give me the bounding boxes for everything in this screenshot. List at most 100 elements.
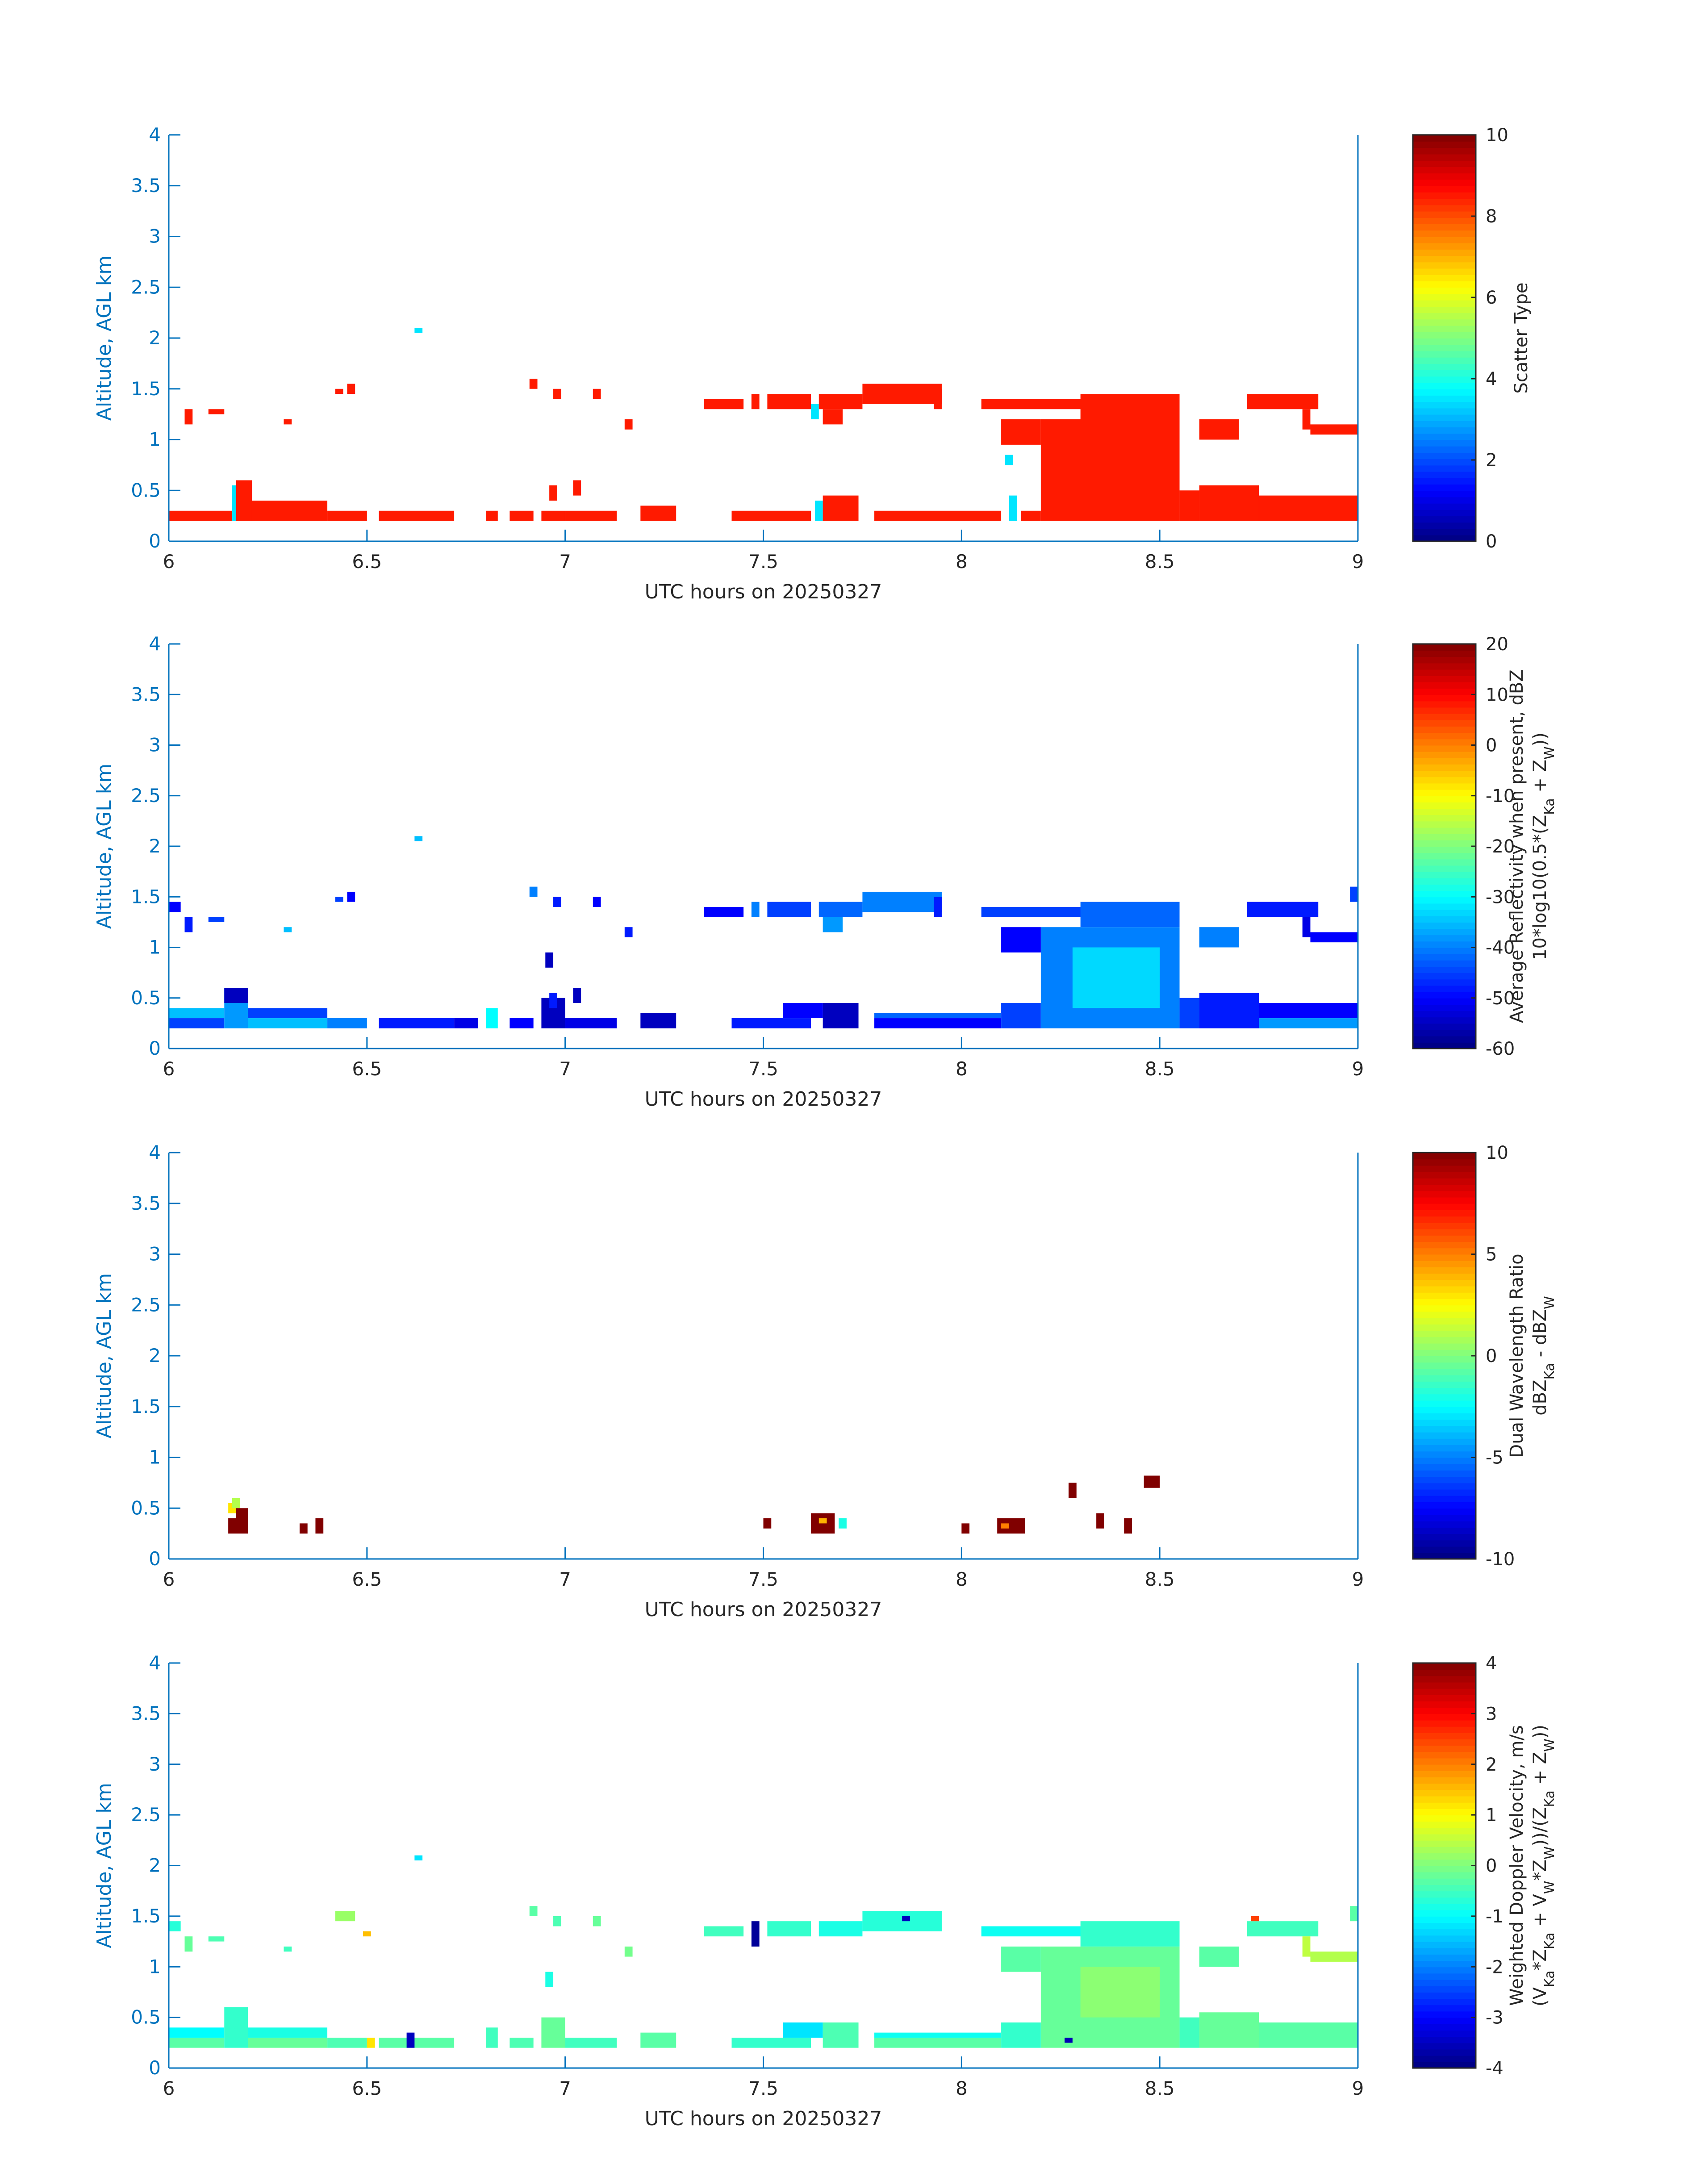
heatmap-cell — [224, 2007, 248, 2048]
colorbar-tick-label: 0 — [1486, 531, 1497, 552]
colorbar-segment — [1413, 1891, 1476, 1898]
colorbar-segment — [1413, 408, 1476, 415]
colorbar-segment — [1413, 1324, 1476, 1331]
heatmap-cell — [624, 927, 633, 937]
colorbar-segment — [1413, 707, 1476, 714]
x-tick-label: 6 — [163, 1058, 175, 1080]
y-tick-label: 2 — [149, 835, 161, 857]
y-axis-label: Altitude, AGL km — [93, 1273, 116, 1438]
colorbar-label: Weighted Doppler Velocity, m/s — [1507, 1725, 1527, 2006]
colorbar-segment — [1413, 141, 1476, 148]
heatmap-cell — [751, 394, 760, 409]
colorbar-label-subscript: Ka — [1542, 1790, 1558, 1807]
heatmap-cell — [1001, 1003, 1041, 1028]
heatmap-cell — [379, 1018, 455, 1028]
heatmap-cell — [208, 917, 225, 922]
colorbar-segment — [1413, 1495, 1476, 1503]
heatmap-cell — [819, 394, 863, 409]
colorbar-segment — [1413, 675, 1476, 682]
heatmap-cell — [862, 891, 942, 912]
colorbar-segment — [1413, 897, 1476, 904]
colorbar-segment — [1413, 1368, 1476, 1375]
colorbar-segment — [1413, 1682, 1476, 1689]
heatmap-cell — [862, 384, 942, 404]
x-tick-label: 8.5 — [1145, 2077, 1175, 2099]
x-tick-label: 8 — [956, 1058, 968, 1080]
heatmap-cell — [529, 379, 538, 389]
colorbar-segment — [1413, 852, 1476, 860]
y-tick-label: 0 — [149, 2057, 161, 2079]
colorbar-segment — [1413, 1445, 1476, 1452]
panel-4: 6 6.5 7 7.5 8 8.5 9 0 0.5 1 1.5 2 2.5 3 3.5 4 UTC hours … — [93, 1652, 1558, 2130]
colorbar-segment — [1413, 1802, 1476, 1809]
colorbar-segment — [1413, 439, 1476, 447]
colorbar-tick-label: 4 — [1486, 1653, 1497, 1674]
x-tick-label: 6 — [163, 1568, 175, 1590]
heatmap-cell — [169, 1008, 225, 1019]
colorbar-segment — [1413, 1235, 1476, 1242]
colorbar-segment — [1413, 1203, 1476, 1210]
colorbar-segment — [1413, 928, 1476, 936]
heatmap-cell — [1080, 1967, 1160, 2018]
x-tick-label: 8.5 — [1145, 1058, 1175, 1080]
heatmap-cell — [208, 1936, 225, 1942]
heatmap-cell — [839, 1518, 847, 1529]
colorbar-tick-label: 10 — [1486, 125, 1508, 146]
heatmap-cell — [1199, 419, 1239, 440]
colorbar-label-subscript: W — [1542, 1738, 1558, 1752]
colorbar-label: dBZKa - dBZW — [1530, 1296, 1558, 1416]
colorbar-segment — [1413, 840, 1476, 847]
colorbar-segment — [1413, 2061, 1476, 2068]
colorbar-segment — [1413, 230, 1476, 237]
heatmap-cell — [874, 1013, 1002, 1019]
colorbar-segment — [1413, 262, 1476, 269]
colorbar-segment — [1413, 1903, 1476, 1910]
colorbar-segment — [1413, 681, 1476, 689]
colorbar-segment — [1413, 173, 1476, 180]
colorbar-segment — [1413, 1821, 1476, 1828]
colorbar-segment — [1413, 960, 1476, 967]
heatmap-cell — [486, 1008, 498, 1028]
colorbar-tick-label: 0 — [1486, 735, 1497, 756]
x-tick-label: 8.5 — [1145, 551, 1175, 572]
colorbar-segment — [1413, 205, 1476, 212]
colorbar-label-text: Weighted Doppler Velocity, m/s — [1507, 1725, 1527, 2006]
y-tick-label: 0 — [149, 1037, 161, 1059]
colorbar-segment — [1413, 351, 1476, 358]
colorbar-segment — [1413, 1815, 1476, 1822]
heatmap-cell — [367, 2037, 375, 2048]
heatmap-cell — [553, 389, 561, 399]
colorbar-segment — [1413, 465, 1476, 472]
x-tick-label: 7.5 — [748, 2077, 778, 2099]
heatmap-cell — [565, 1018, 617, 1028]
colorbar-segment — [1413, 1260, 1476, 1267]
colorbar-segment — [1413, 281, 1476, 288]
colorbar-segment — [1413, 1929, 1476, 1936]
heatmap-cell — [347, 891, 355, 902]
colorbar-label: Scatter Type — [1511, 283, 1532, 394]
heatmap-cell — [1179, 2017, 1199, 2048]
heatmap-cell — [811, 404, 819, 419]
heatmap-cell — [553, 897, 561, 907]
colorbar-segment — [1413, 1470, 1476, 1477]
colorbar-segment — [1413, 522, 1476, 529]
heatmap-cell — [299, 1523, 308, 1534]
colorbar-segment — [1413, 224, 1476, 231]
y-tick-label: 1 — [149, 1446, 161, 1468]
colorbar-segment — [1413, 922, 1476, 929]
heatmap-cell — [1199, 993, 1259, 1028]
colorbar-segment — [1413, 1317, 1476, 1325]
colorbar-segment — [1413, 192, 1476, 199]
heatmap-cell — [184, 409, 193, 425]
colorbar-segment — [1413, 903, 1476, 910]
colorbar-segment — [1413, 395, 1476, 402]
colorbar-segment — [1413, 795, 1476, 802]
colorbar-segment — [1413, 344, 1476, 351]
heatmap-cell — [731, 1018, 811, 1028]
colorbar-segment — [1413, 1375, 1476, 1382]
heatmap-cell — [284, 927, 292, 932]
y-axis-label: Altitude, AGL km — [93, 764, 116, 929]
colorbar-segment — [1413, 1011, 1476, 1018]
heatmap-cell — [819, 1921, 863, 1937]
heatmap-cell — [1080, 394, 1180, 419]
